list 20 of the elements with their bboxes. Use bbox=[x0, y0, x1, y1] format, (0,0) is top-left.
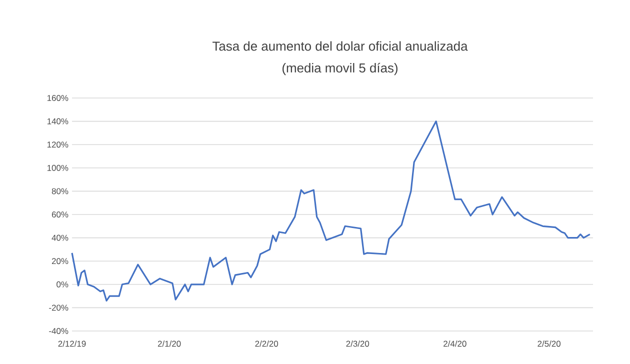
y-tick-label: -20% bbox=[49, 304, 68, 311]
y-tick-label: 40% bbox=[52, 234, 68, 241]
x-tick-label: 2/2/20 bbox=[255, 340, 278, 347]
x-tick-label: 2/1/20 bbox=[158, 340, 181, 347]
x-tick-label: 2/4/20 bbox=[444, 340, 466, 347]
y-tick-label: -40% bbox=[49, 328, 68, 334]
y-tick-label: 60% bbox=[52, 212, 68, 218]
y-tick-label: 100% bbox=[47, 164, 68, 171]
chart-title: Tasa de aumento del dolar oficial anualizada bbox=[212, 41, 468, 51]
y-tick-label: 0% bbox=[56, 281, 68, 288]
x-tick-label: 2/12/19 bbox=[58, 340, 86, 347]
y-tick-label: 120% bbox=[47, 142, 68, 148]
x-tick-label: 2/5/20 bbox=[538, 340, 561, 347]
y-tick-label: 160% bbox=[47, 95, 68, 101]
x-tick-label: 2/3/20 bbox=[346, 340, 370, 347]
y-tick-label: 140% bbox=[47, 118, 68, 124]
line-series bbox=[71, 120, 591, 302]
chart-subtitle: (media movil 5 días) bbox=[282, 62, 398, 76]
y-tick-label: 80% bbox=[52, 188, 68, 194]
y-tick-label: 20% bbox=[52, 258, 68, 264]
